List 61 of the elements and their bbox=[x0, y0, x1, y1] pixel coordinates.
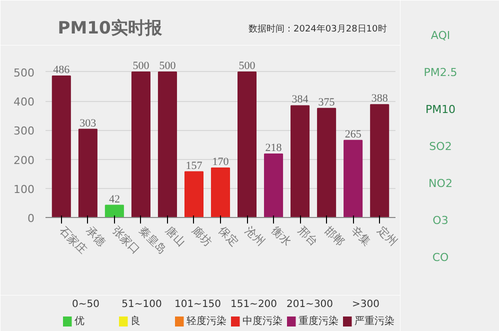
text: 201~300 bbox=[286, 299, 334, 310]
legend-label: 重度污染 bbox=[298, 315, 338, 327]
text: >300 bbox=[352, 299, 380, 310]
text: 151~200 bbox=[230, 299, 278, 310]
y-tick-label: 300 bbox=[14, 124, 35, 138]
bar bbox=[290, 105, 310, 218]
x-tick-label: 廊坊 bbox=[189, 224, 214, 249]
data-label: 384 bbox=[292, 94, 309, 106]
bar bbox=[184, 171, 204, 218]
bar bbox=[317, 108, 336, 218]
legend-label: 良 bbox=[130, 315, 140, 327]
data-label: 500 bbox=[132, 60, 150, 72]
bar bbox=[238, 71, 257, 218]
text: CO bbox=[432, 251, 450, 264]
bar bbox=[264, 154, 284, 218]
bar bbox=[370, 104, 390, 218]
text: O3 bbox=[432, 214, 448, 227]
data-label: 375 bbox=[318, 96, 336, 108]
bar bbox=[158, 71, 177, 218]
y-tick-label: 400 bbox=[14, 96, 35, 109]
x-tick-label: 辛集 bbox=[348, 224, 374, 249]
data-label: 388 bbox=[371, 92, 388, 105]
data-label: 500 bbox=[159, 60, 176, 72]
chart-title: PM10实时报 bbox=[58, 18, 163, 38]
y-tick-label: 500 bbox=[14, 66, 35, 80]
data-label: 265 bbox=[344, 128, 362, 140]
legend-label: 轻度污染 bbox=[186, 315, 226, 327]
x-tick-label: 定州 bbox=[374, 224, 400, 249]
data-label: 486 bbox=[53, 64, 70, 76]
text: 51~100 bbox=[122, 299, 162, 310]
data-label: 303 bbox=[80, 117, 97, 130]
legend-label: 中度污染 bbox=[242, 315, 282, 327]
x-tick-label: 保定 bbox=[216, 224, 241, 249]
text: NO2 bbox=[428, 177, 452, 190]
data-label: 157 bbox=[186, 160, 203, 172]
bar bbox=[104, 204, 124, 218]
bar bbox=[344, 140, 363, 218]
legend-label: 严重污染 bbox=[354, 315, 394, 327]
chart-subtitle: 数据时间：2024年03月28日10时 bbox=[248, 24, 387, 34]
text: PM2.5 bbox=[424, 66, 458, 79]
text: PM10 bbox=[425, 103, 456, 116]
bar bbox=[52, 76, 71, 218]
y-tick-label: 200 bbox=[14, 154, 35, 167]
y-tick-label: 0 bbox=[28, 212, 34, 225]
text: 101~150 bbox=[174, 299, 222, 310]
data-label: 500 bbox=[238, 60, 256, 72]
x-tick-label: 沧州 bbox=[242, 224, 268, 249]
bar bbox=[78, 128, 98, 218]
y-tick-label: 100 bbox=[14, 182, 35, 196]
legend-label: 优 bbox=[74, 316, 84, 327]
text: SO2 bbox=[429, 140, 452, 153]
data-label: 170 bbox=[212, 156, 230, 168]
x-tick-label: 衡水 bbox=[268, 224, 294, 249]
bar bbox=[131, 71, 150, 218]
x-tick-label: 邢台 bbox=[295, 224, 320, 249]
data-label: 218 bbox=[265, 142, 282, 154]
text: AQI bbox=[430, 29, 450, 42]
data-label: 42 bbox=[108, 193, 120, 206]
x-tick-label: 邯郸 bbox=[322, 224, 347, 249]
text: 0~50 bbox=[72, 299, 100, 310]
bar bbox=[210, 168, 230, 218]
